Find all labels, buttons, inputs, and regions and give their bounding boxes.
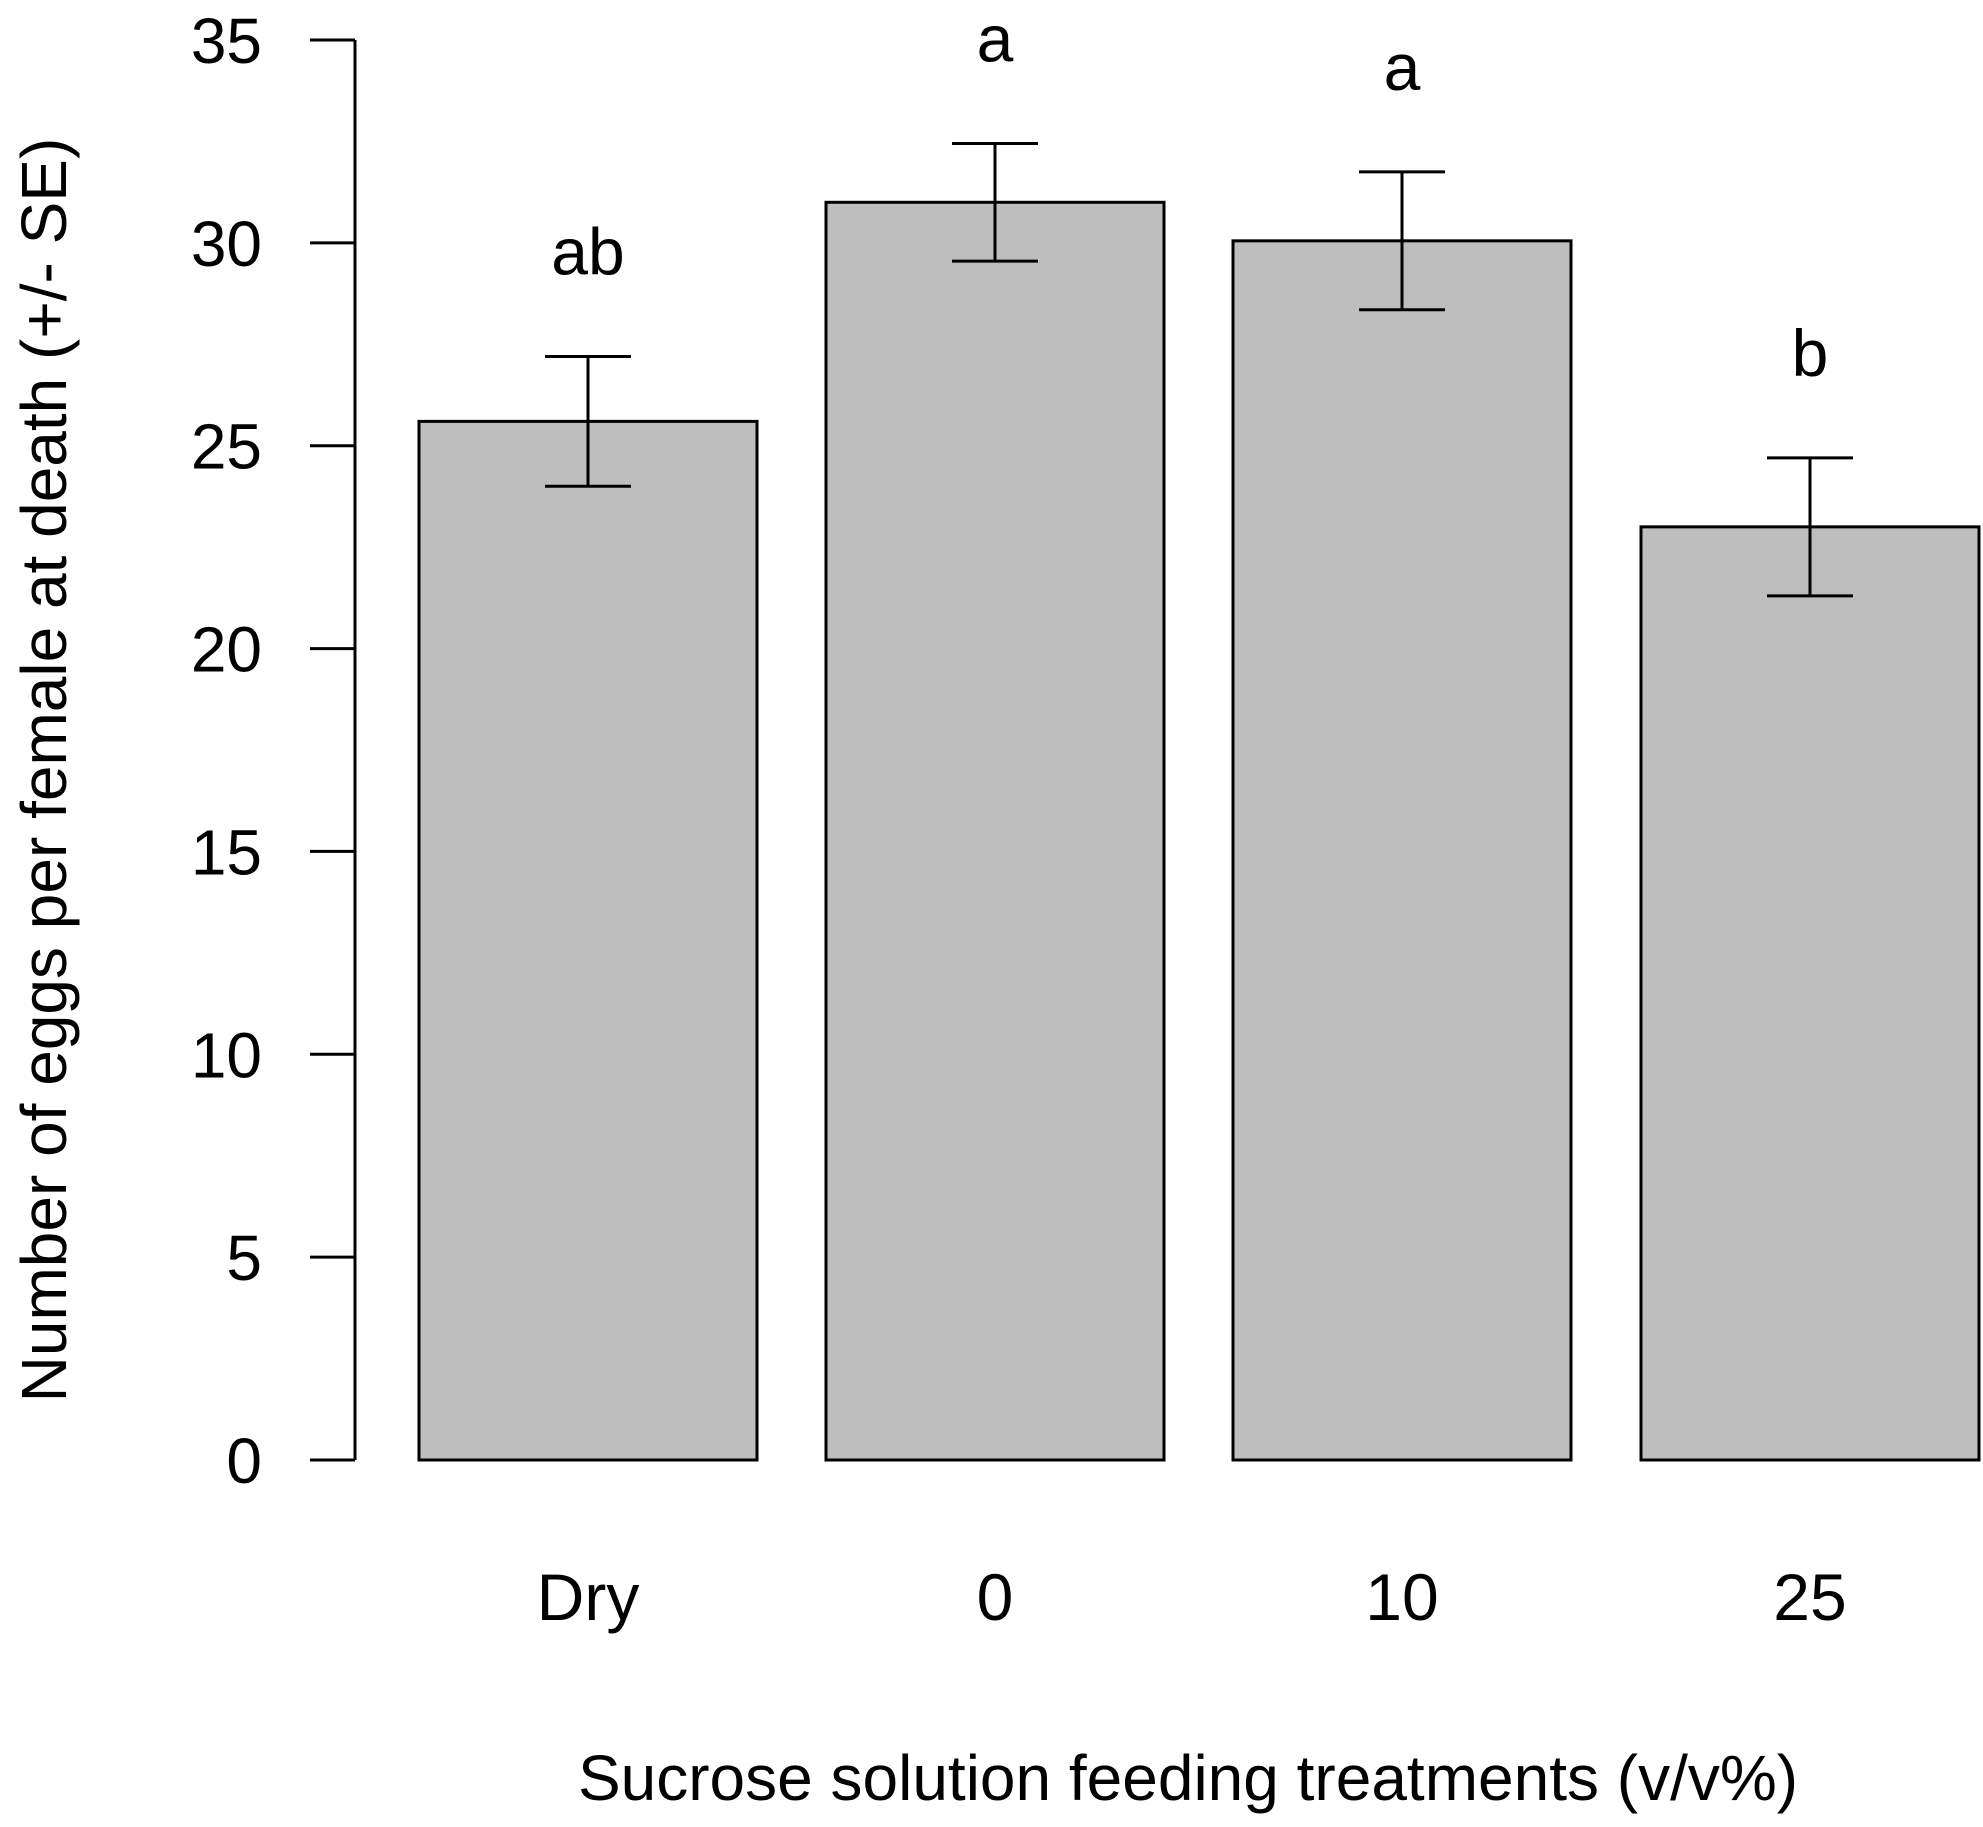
significance-letter: ab [551, 214, 624, 288]
bar-25 [1639, 525, 1981, 1462]
y-tick-label: 25 [191, 411, 262, 483]
error-bars [545, 141, 1853, 598]
bar-0 [824, 200, 1166, 1462]
error-bar [1767, 456, 1853, 598]
x-category-label: Dry [537, 1560, 640, 1634]
significance-letters: aba ab [551, 1, 1828, 389]
significance-letter: a [977, 1, 1014, 75]
y-tick-label: 30 [191, 208, 262, 280]
x-category-label: 10 [1365, 1560, 1438, 1634]
y-tick-label: 10 [191, 1019, 262, 1091]
error-bar [545, 354, 631, 488]
significance-letter: a [1384, 30, 1421, 104]
bars [417, 200, 1981, 1462]
y-axis-title: Number of eggs per female at death (+/- … [8, 138, 80, 1403]
x-category-label: 0 [977, 1560, 1014, 1634]
error-bar [952, 141, 1038, 263]
y-tick-label: 15 [191, 816, 262, 888]
y-tick-label: 0 [226, 1425, 262, 1497]
y-axis: 0 5 10 15 20 25 30 35 [191, 5, 357, 1497]
y-tick-label: 35 [191, 5, 262, 77]
x-axis-labels: Dry 0 10 25 [537, 1560, 1847, 1634]
x-axis-title: Sucrose solution feeding treatments (v/v… [578, 1742, 1798, 1814]
y-tick-label: 5 [226, 1222, 262, 1294]
significance-letter: b [1792, 316, 1829, 390]
x-category-label: 25 [1773, 1560, 1846, 1634]
bar-10 [1231, 239, 1573, 1462]
y-tick-label: 20 [191, 614, 262, 686]
bar-Dry [417, 419, 759, 1462]
error-bar [1359, 170, 1445, 312]
